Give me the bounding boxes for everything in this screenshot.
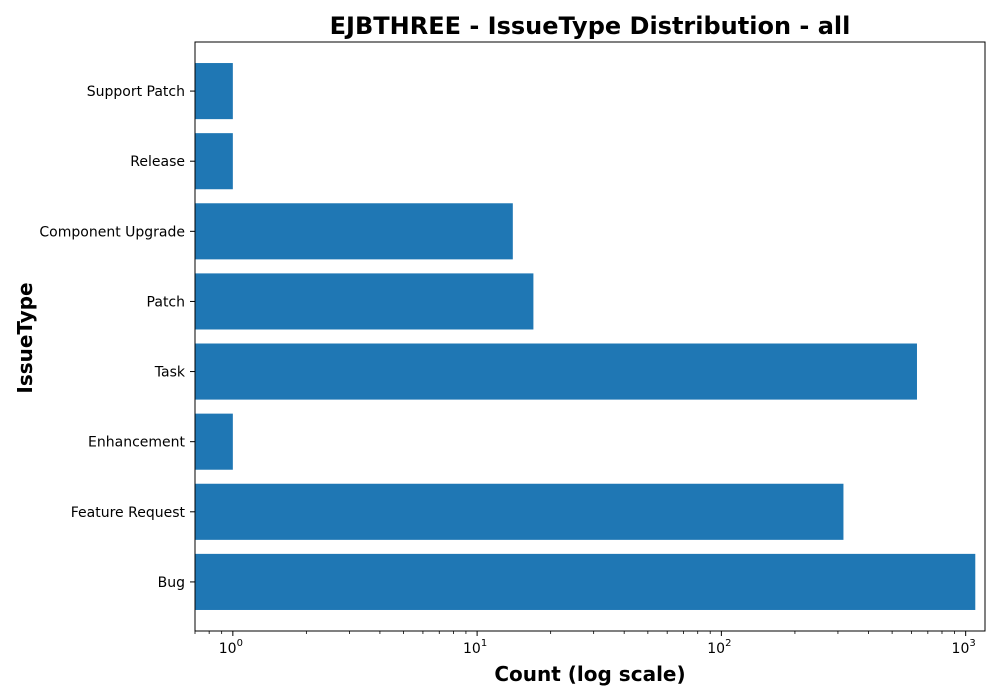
x-tick-label: 103 [952, 638, 976, 657]
bar [195, 483, 844, 540]
x-tick-exponent: 1 [481, 638, 487, 649]
y-tick-label: Patch [147, 294, 185, 310]
y-tick-label: Component Upgrade [39, 224, 185, 240]
x-tick-exponent: 3 [969, 638, 975, 649]
y-tick-label: Support Patch [87, 84, 185, 100]
bar [195, 413, 233, 470]
y-tick-label: Feature Request [71, 505, 186, 521]
bar [195, 273, 534, 330]
x-tick-exponent: 2 [725, 638, 731, 649]
y-tick-label: Task [154, 365, 186, 381]
x-tick-base: 10 [219, 641, 237, 657]
bar [195, 553, 976, 610]
y-tick-label: Bug [158, 575, 185, 591]
x-tick-base: 10 [463, 641, 481, 657]
x-axis-ticks: 100 101 102 103 [194, 631, 976, 657]
y-tick-label: Enhancement [88, 435, 185, 451]
bar [195, 203, 513, 260]
y-axis-ticks: Bug Feature Request Enhancement Task Patch Co… [39, 84, 195, 591]
bar [195, 133, 233, 190]
bars-layer [195, 63, 976, 610]
plot-frame [194, 41, 986, 632]
chart-title: EJBTHREE - IssueType Distribution - all [330, 12, 851, 40]
x-tick-label: 100 [219, 638, 243, 657]
bar [195, 343, 917, 400]
x-axis-label: Count (log scale) [494, 662, 685, 686]
x-tick-label: 102 [707, 638, 731, 657]
x-tick-label: 101 [463, 638, 487, 657]
bar [195, 63, 233, 120]
x-tick-exponent: 0 [237, 638, 243, 649]
x-tick-base: 10 [707, 641, 725, 657]
x-tick-base: 10 [952, 641, 970, 657]
y-tick-label: Release [130, 154, 185, 170]
y-axis-label: IssueType [13, 282, 37, 393]
